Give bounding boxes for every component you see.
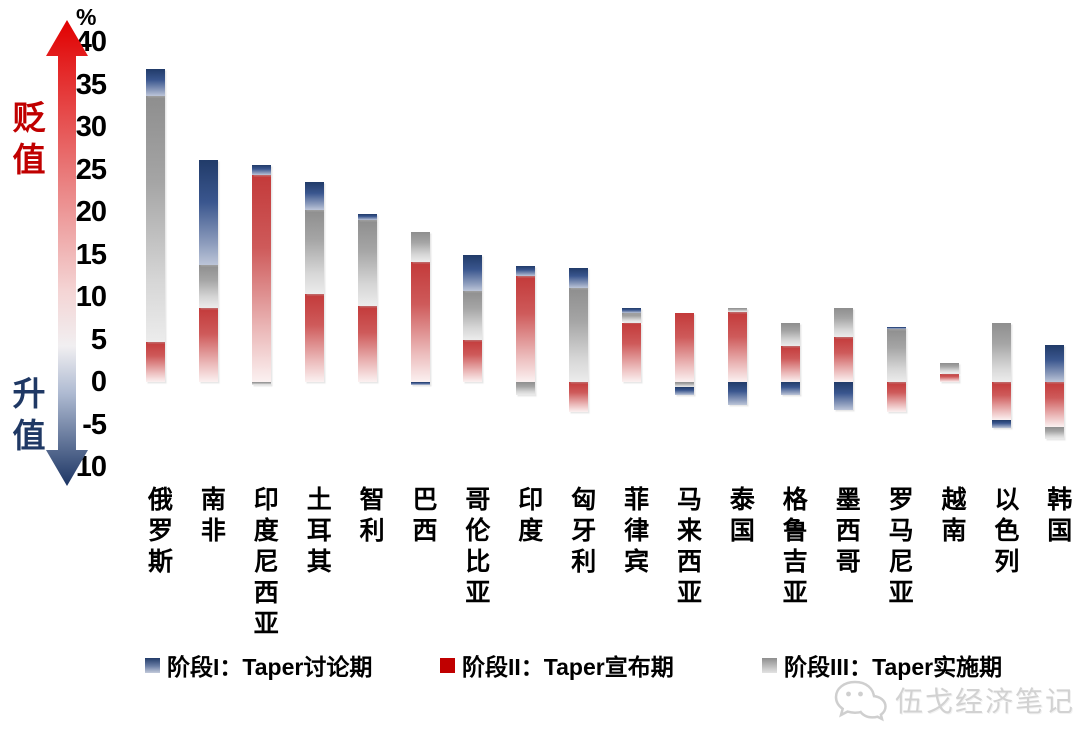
legend-swatch-gray <box>762 657 777 673</box>
country-label: 印度 <box>514 486 543 548</box>
bar-segment-gray <box>198 264 218 309</box>
y-axis-unit-label: % <box>76 4 97 30</box>
bar-segment-red <box>939 373 959 382</box>
bar-segment-red <box>198 308 218 382</box>
country-label: 菲律宾 <box>620 486 649 579</box>
bar-segment-red <box>886 382 906 412</box>
bar-segment-gray <box>357 219 377 307</box>
bar-segment-red <box>622 322 642 382</box>
bar-segment-red <box>410 262 430 382</box>
bar-segment-red <box>357 306 377 382</box>
y-tick-label: 15 <box>75 238 107 271</box>
bar-segment-gray <box>886 329 906 382</box>
country-label: 哥伦比亚 <box>461 486 490 610</box>
bar-segment-red <box>780 346 800 382</box>
bar-segment-gray <box>569 287 589 382</box>
bar-segment-red <box>675 313 694 382</box>
bar-segment-blue <box>886 326 906 330</box>
bar-segment-red <box>727 312 747 382</box>
bar-segment-gray <box>675 382 694 388</box>
y-tick-label: 30 <box>75 111 107 143</box>
bar-segment-blue <box>675 387 694 395</box>
country-label: 俄罗斯 <box>144 486 173 579</box>
legend-swatch-red <box>440 657 455 673</box>
legend-item-phase1: 阶段I：Taper讨论期 <box>145 648 372 682</box>
country-label: 巴西 <box>409 486 437 548</box>
watermark-text: 伍戈经济笔记 <box>895 686 1076 717</box>
bar-segment-red <box>463 340 483 382</box>
country-label: 南非 <box>197 486 226 548</box>
bar-segment-gray <box>780 322 800 347</box>
bar-segment-gray <box>939 363 959 374</box>
bar-segment-gray <box>251 382 271 386</box>
legend-label: 阶段II：Taper宣布期 <box>462 654 674 680</box>
y-tick-label: 10 <box>75 281 107 313</box>
appreciation-label: 升值 <box>8 376 45 460</box>
bar-segment-red <box>304 293 324 382</box>
bar-segment-blue <box>780 382 800 395</box>
country-label: 印度尼西亚 <box>250 486 279 641</box>
bar-segment-blue <box>727 382 747 405</box>
bar-segment-gray <box>304 210 324 294</box>
bar-segment-blue <box>516 265 536 276</box>
legend-swatch-blue <box>145 657 160 673</box>
bar-segment-blue <box>622 308 642 314</box>
bar-segment-red <box>516 275 536 382</box>
y-tick-label: 25 <box>75 153 107 186</box>
bar-segment-blue <box>251 165 271 175</box>
bar-segment-gray <box>727 308 747 313</box>
country-label: 智利 <box>356 486 385 548</box>
bar-segment-blue <box>357 213 377 220</box>
bar-segment-gray <box>622 313 642 323</box>
bar-segment-red <box>833 336 853 382</box>
bar-segment-blue <box>198 160 218 265</box>
country-label: 墨西哥 <box>832 486 861 579</box>
bar-segment-red <box>251 174 271 382</box>
bar-segment-blue <box>992 420 1012 428</box>
bar-segment-red <box>992 382 1012 421</box>
y-tick-label: 5 <box>90 323 107 356</box>
bar-segment-red <box>1045 382 1065 428</box>
y-tick-label: 35 <box>75 68 107 101</box>
bar-segment-blue <box>569 268 589 288</box>
bar-segment-blue <box>1045 345 1065 382</box>
country-label: 韩国 <box>1043 486 1072 548</box>
country-label: 罗马尼亚 <box>885 486 914 610</box>
country-label: 泰国 <box>726 486 755 548</box>
bar-segment-blue <box>304 182 324 211</box>
bar-segment-blue <box>463 255 483 292</box>
country-label: 越南 <box>938 486 966 548</box>
wechat-icon <box>834 680 887 722</box>
country-label: 土耳其 <box>303 486 332 579</box>
bar-segment-gray <box>516 382 536 395</box>
bar-segment-blue <box>410 382 430 385</box>
legend-label: 阶段I：Taper讨论期 <box>167 654 373 680</box>
bar-segment-blue <box>146 69 165 97</box>
legend-label: 阶段III：Taper实施期 <box>784 654 1003 680</box>
depreciation-label: 贬值 <box>8 100 45 184</box>
bar-segment-gray <box>410 232 430 263</box>
y-tick-label: -5 <box>82 408 107 441</box>
y-tick-label: 0 <box>90 366 107 398</box>
country-label: 匈牙利 <box>567 486 596 579</box>
bar-segment-gray <box>463 291 483 341</box>
bar-segment-red <box>146 342 165 382</box>
bar-segment-blue <box>833 382 853 411</box>
legend-item-phase3: 阶段III：Taper实施期 <box>762 648 1002 682</box>
bar-segment-red <box>569 382 589 412</box>
bar-segment-gray <box>1045 427 1065 439</box>
bar-segment-gray <box>992 322 1012 382</box>
bar-segment-gray <box>146 96 165 343</box>
y-axis-gradient-arrow-icon <box>46 20 88 486</box>
country-label: 以色列 <box>990 486 1019 579</box>
watermark: 伍戈经济笔记 <box>833 678 1075 722</box>
bar-segment-gray <box>833 308 853 337</box>
legend-item-phase2: 阶段II：Taper宣布期 <box>440 648 674 682</box>
country-label: 马来西亚 <box>673 486 702 610</box>
country-label: 格鲁吉亚 <box>779 486 808 610</box>
y-tick-label: 20 <box>75 196 107 228</box>
